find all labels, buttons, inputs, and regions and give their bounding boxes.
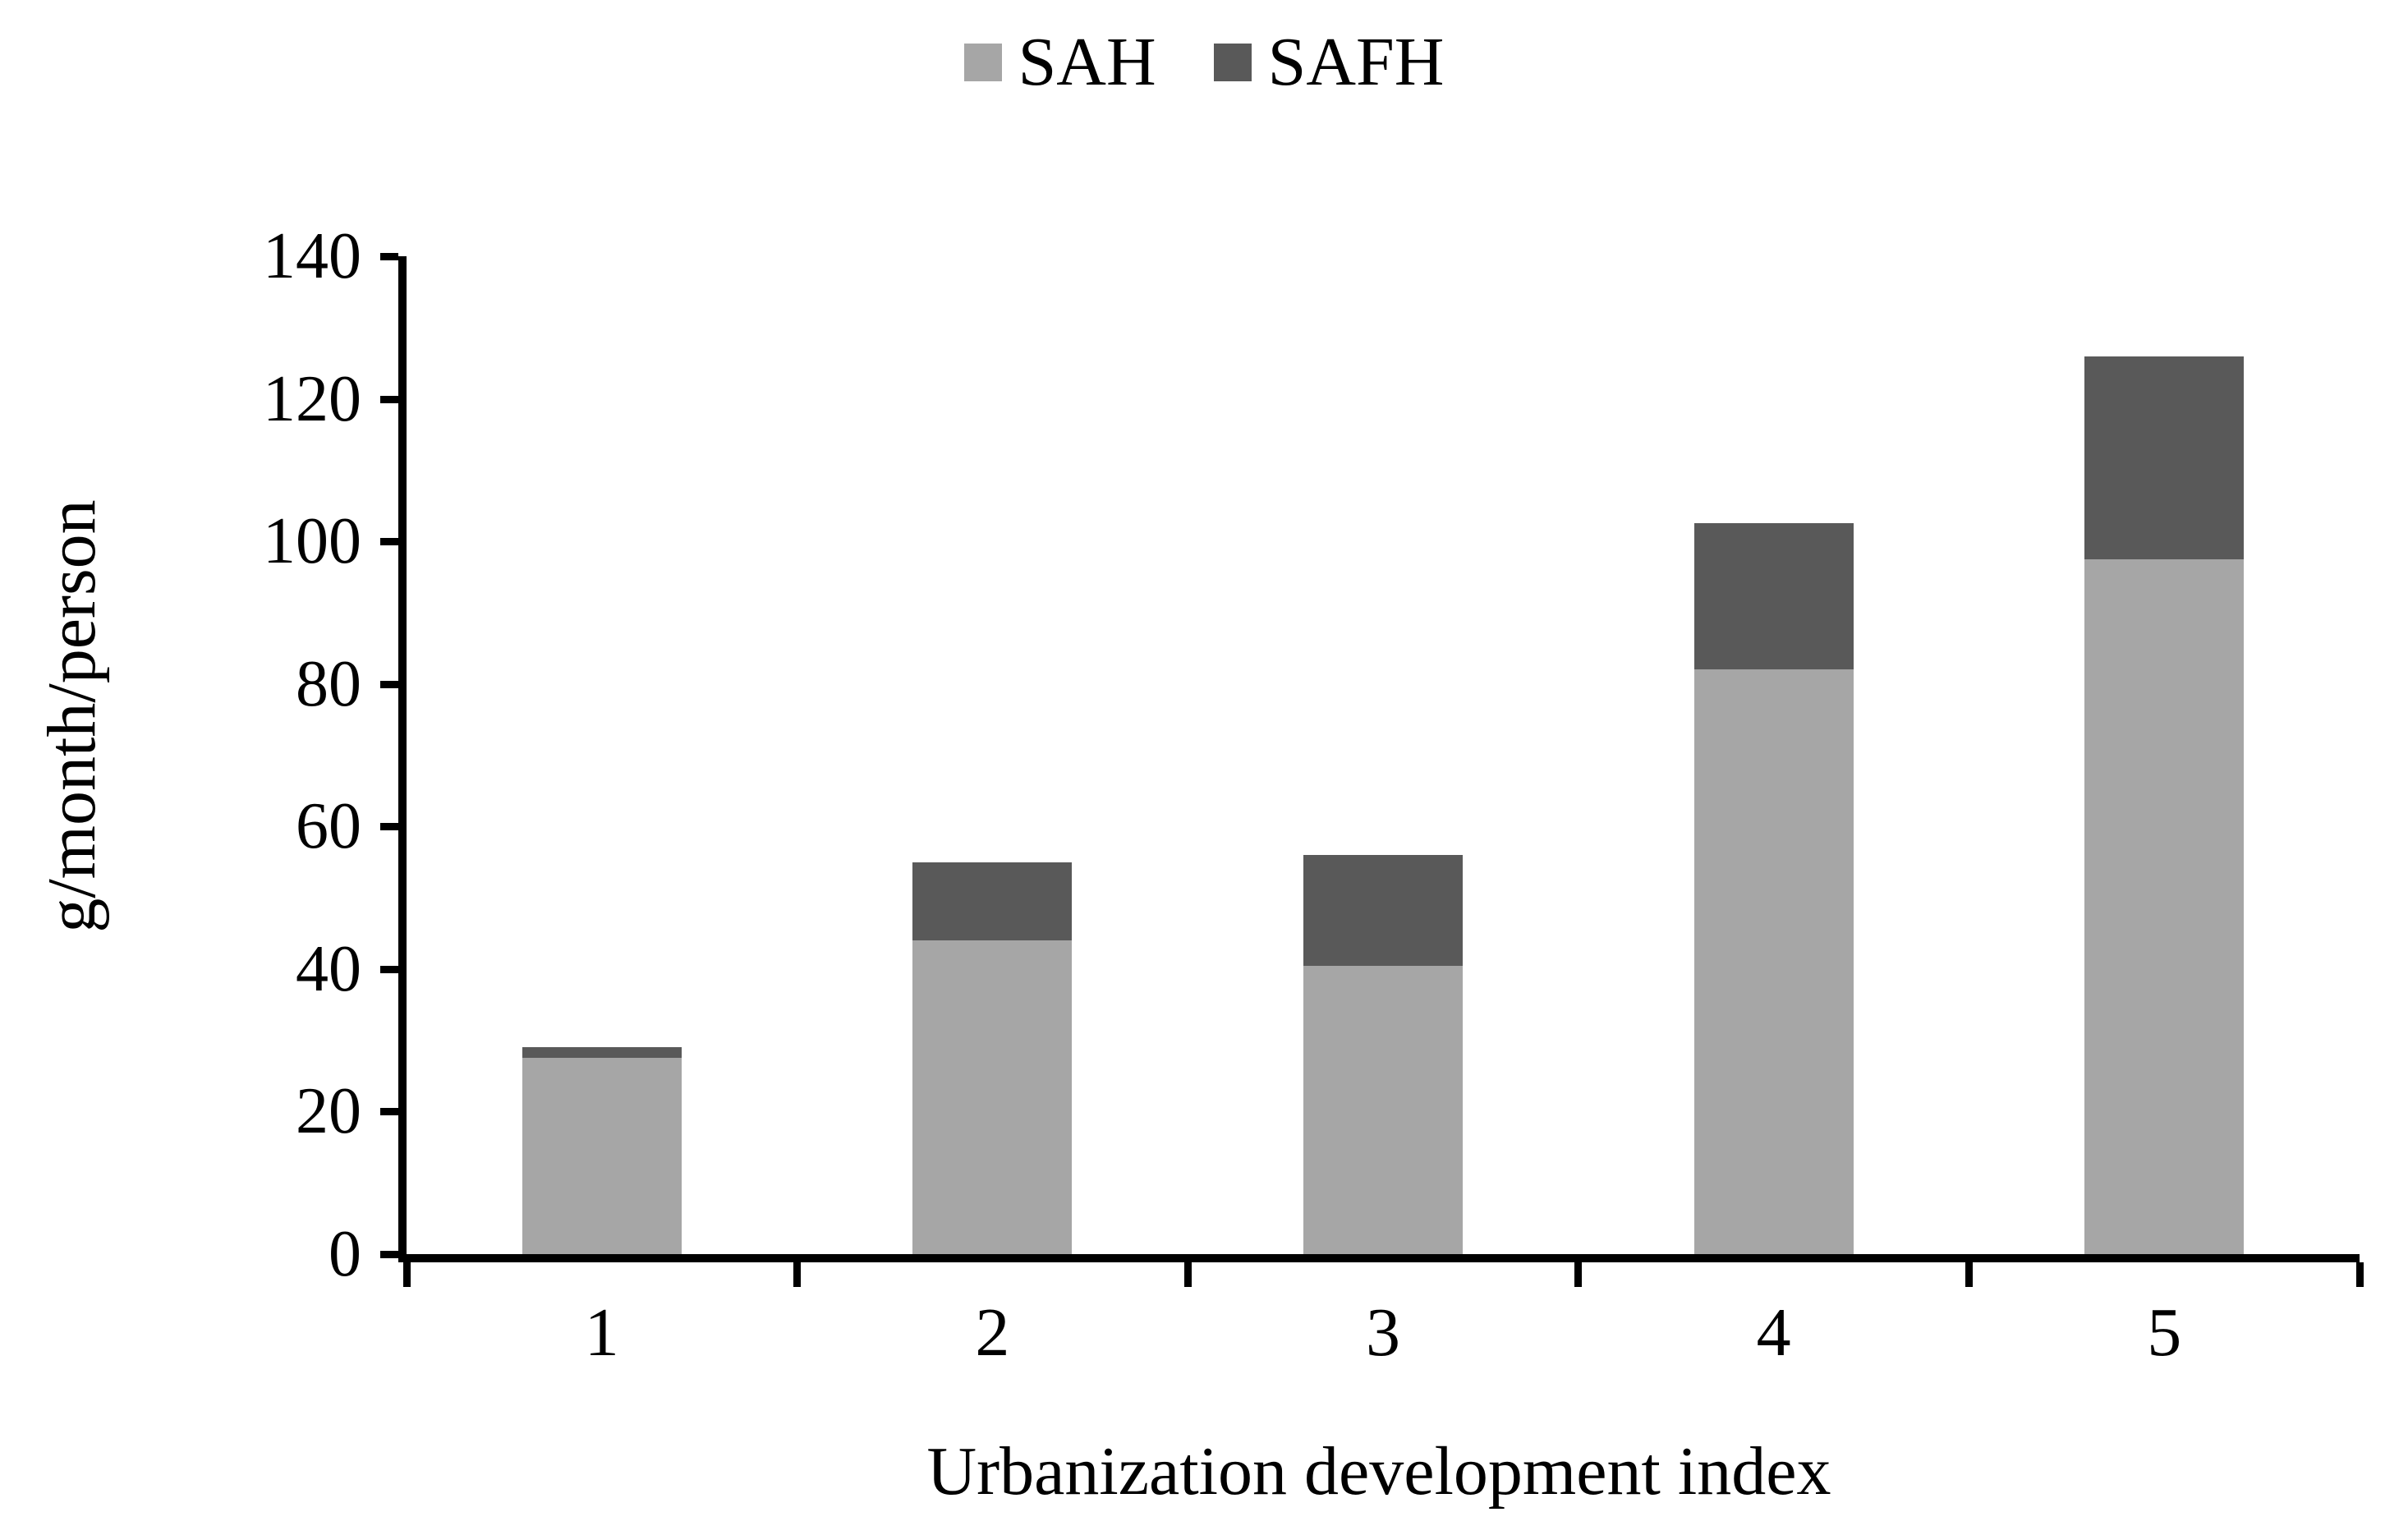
y-tick-mark (380, 395, 398, 403)
x-category-label-3: 3 (1365, 1294, 1400, 1371)
x-axis-title: Urbanization development index (926, 1433, 1831, 1510)
y-tick-mark (380, 1251, 398, 1258)
legend-swatch-safh-icon (1213, 44, 1252, 81)
x-tick-mark (1183, 1262, 1192, 1287)
y-tick-label: 20 (296, 1075, 361, 1148)
legend: SAH SAFH (0, 23, 2408, 102)
legend-label-sah: SAH (1018, 24, 1156, 100)
x-category-label-4: 4 (1756, 1294, 1791, 1371)
bar-segment-sah-5 (2084, 558, 2245, 1254)
bar-group-4 (1579, 256, 1969, 1254)
bar-segment-sah-3 (1303, 965, 1463, 1254)
x-tick-mark (1574, 1262, 1583, 1287)
legend-item-safh: SAFH (1213, 23, 1445, 102)
x-category-label-1: 1 (584, 1294, 619, 1371)
y-tick-mark (380, 1108, 398, 1116)
bar-segment-sah-4 (1693, 669, 1854, 1254)
x-tick-mark (1965, 1262, 1973, 1287)
x-tick-mark (2355, 1262, 2364, 1287)
y-tick-label: 60 (296, 790, 361, 863)
bar-segment-safh-1 (522, 1047, 682, 1059)
x-tick-mark (402, 1262, 411, 1287)
x-category-label-5: 5 (2147, 1294, 2182, 1371)
y-tick-label: 0 (329, 1218, 361, 1290)
y-tick-label: 140 (263, 220, 361, 292)
y-tick-mark (380, 253, 398, 260)
bar-group-2 (797, 256, 1188, 1254)
y-tick-label: 100 (263, 505, 361, 578)
y-tick-mark (380, 680, 398, 688)
x-category-label-2: 2 (975, 1294, 1010, 1371)
bar-segment-safh-3 (1303, 855, 1463, 966)
plot-area: 0 20 40 60 80 100 120 140 1 2 3 4 5 (263, 222, 2364, 1371)
bar-segment-safh-4 (1693, 523, 1854, 670)
bar-segment-safh-2 (912, 862, 1073, 941)
y-tick-mark (380, 538, 398, 546)
y-tick-mark (380, 823, 398, 831)
bar-group-3 (1188, 256, 1579, 1254)
bar-group-1 (407, 256, 797, 1254)
bar-segment-sah-1 (522, 1058, 682, 1254)
y-axis-title: g/month/person (34, 499, 110, 933)
legend-swatch-sah-icon (963, 44, 1002, 81)
bar-segment-safh-5 (2084, 356, 2245, 559)
legend-label-safh: SAFH (1267, 24, 1445, 100)
y-tick-mark (380, 965, 398, 973)
legend-item-sah: SAH (963, 23, 1156, 102)
bar-segment-sah-2 (912, 940, 1073, 1254)
x-tick-mark (793, 1262, 802, 1287)
y-tick-label: 40 (296, 932, 361, 1005)
y-tick-label: 120 (263, 362, 361, 435)
bar-group-5 (1969, 256, 2360, 1254)
y-tick-label: 80 (296, 647, 361, 720)
